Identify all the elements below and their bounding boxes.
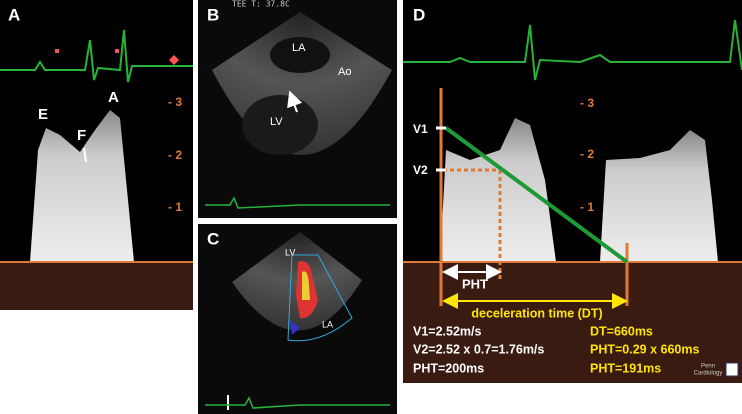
wave-label: E [38,106,48,123]
header: TEE T: 37.8C [232,0,290,9]
structure-label: Ao [338,66,351,78]
structure-label: LV [285,247,295,257]
ecg [205,196,390,209]
wave-label: F [77,127,86,144]
scale-label: - 3 [580,96,594,110]
marker [169,55,179,65]
scale-label: - 2 [580,147,594,161]
slope-line [444,126,629,264]
below-baseline [403,262,742,383]
marker [55,49,59,53]
scale-label: - 1 [580,200,594,214]
chamber [242,95,318,155]
panel-label: C [207,229,219,248]
color-jet [290,320,300,335]
scale-label: - 1 [168,200,182,214]
calc-text: DT=660ms [590,324,653,338]
below-baseline [0,262,193,310]
velocity-label: V1 [413,122,428,136]
structure-label: LA [292,42,306,54]
panel-b: B TEE T: 37.8C LA Ao LV [198,0,397,218]
ecg [205,396,390,409]
dt-label: deceleration time (DT) [471,306,602,320]
panel-label: B [207,5,219,24]
logo-text: Cardiology [694,371,723,377]
arrow [287,90,303,113]
logo-text: Penn [701,364,715,370]
calc-text: PHT=200ms [413,361,484,375]
ecg [0,29,193,83]
ecg [403,19,742,81]
scale-label: - 2 [168,148,182,162]
structure-label: LA [322,319,333,329]
calc-text: PHT=0.29 x 660ms [590,342,699,356]
color-jet [302,271,310,300]
pointer [83,147,87,163]
structure-label: LV [270,116,283,128]
calc-text: V2=2.52 x 0.7=1.76m/s [413,342,544,356]
doppler-signal [600,130,718,262]
velocity-label: V2 [413,163,428,177]
panel-d: D V1 V2 - 3 - 2 - 1 PHT deceleration tim… [403,0,742,383]
wave-label: A [108,89,119,106]
panel-c: C LV LA [198,224,397,414]
pht-label: PHT [462,276,488,291]
color-box [287,254,353,342]
panel-label: A [8,5,20,24]
scale-label: - 3 [168,95,182,109]
marker [115,49,119,53]
doppler-signal [440,118,556,262]
panel-label: D [413,5,425,24]
calc-text: PHT=191ms [590,361,661,375]
chamber [270,37,330,73]
doppler-signal [30,110,134,262]
calc-text: V1=2.52m/s [413,324,482,338]
logo-shield [725,362,739,377]
panel-a: A E F A - 3 - 2 - 1 [0,0,193,310]
